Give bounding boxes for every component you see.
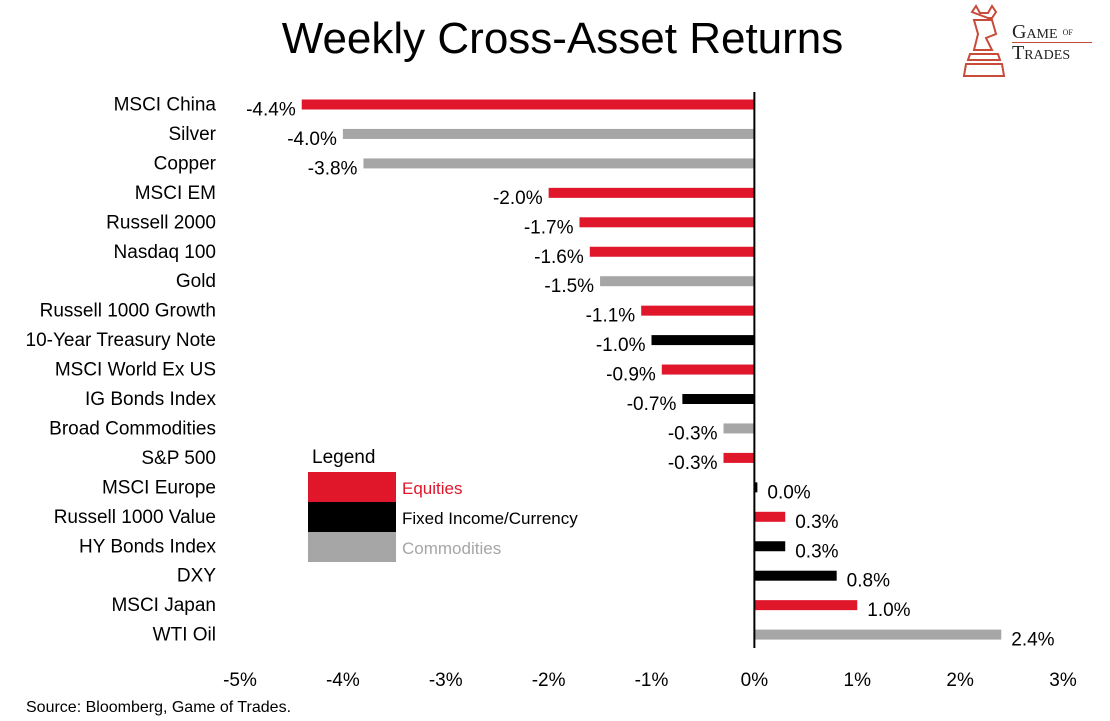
logo-line2: Trades bbox=[1012, 42, 1071, 64]
value-label-1: -4.0% bbox=[287, 129, 337, 150]
category-label-12: S&P 500 bbox=[141, 448, 216, 469]
x-tick-label-0: -5% bbox=[223, 670, 257, 691]
value-label-13: 0.0% bbox=[767, 482, 810, 503]
knight-bull-icon bbox=[962, 4, 1006, 77]
category-label-5: Nasdaq 100 bbox=[114, 242, 216, 263]
bar-0 bbox=[301, 99, 755, 110]
source-note: Source: Bloomberg, Game of Trades. bbox=[26, 699, 292, 716]
x-tick-label-4: -1% bbox=[635, 670, 669, 691]
game-of-trades-logo: Game of Trades bbox=[962, 4, 1102, 82]
category-label-9: MSCI World Ex US bbox=[55, 360, 216, 381]
value-label-3: -2.0% bbox=[493, 188, 543, 209]
category-label-6: Gold bbox=[176, 271, 216, 292]
bar-14 bbox=[754, 511, 786, 522]
value-label-0: -4.4% bbox=[246, 100, 296, 121]
legend-swatch-equities bbox=[308, 472, 396, 502]
category-label-13: MSCI Europe bbox=[102, 477, 216, 498]
category-label-1: Silver bbox=[168, 124, 216, 145]
value-label-11: -0.3% bbox=[668, 423, 718, 444]
category-label-8: 10-Year Treasury Note bbox=[26, 330, 216, 351]
value-label-6: -1.5% bbox=[544, 276, 594, 297]
bar-1 bbox=[342, 128, 755, 139]
logo-wordmark: Game of Trades bbox=[1012, 22, 1092, 63]
value-label-14: 0.3% bbox=[795, 512, 838, 533]
bar-16 bbox=[754, 570, 837, 581]
x-tick-label-7: 2% bbox=[946, 670, 974, 691]
value-label-7: -1.1% bbox=[586, 306, 636, 327]
legend-label-commodities: Commodities bbox=[402, 539, 502, 558]
bar-8 bbox=[651, 335, 755, 346]
bar-4 bbox=[579, 217, 755, 228]
legend-title: Legend bbox=[312, 447, 376, 468]
chart-title: Weekly Cross-Asset Returns bbox=[281, 14, 844, 63]
bar-18 bbox=[754, 629, 1002, 640]
bar-15 bbox=[754, 541, 786, 552]
category-label-4: Russell 2000 bbox=[106, 212, 216, 233]
bar-6 bbox=[600, 276, 755, 287]
category-label-0: MSCI China bbox=[114, 95, 217, 116]
category-label-2: Copper bbox=[154, 153, 217, 174]
bar-12 bbox=[723, 452, 755, 463]
value-label-5: -1.6% bbox=[534, 247, 584, 268]
x-tick-label-2: -3% bbox=[429, 670, 463, 691]
value-label-18: 2.4% bbox=[1011, 630, 1054, 651]
value-label-16: 0.8% bbox=[847, 571, 890, 592]
bar-13 bbox=[754, 482, 758, 493]
bar-5 bbox=[589, 246, 755, 257]
legend-label-equities: Equities bbox=[402, 479, 463, 498]
value-label-8: -1.0% bbox=[596, 335, 646, 356]
x-tick-label-1: -4% bbox=[326, 670, 360, 691]
category-label-17: MSCI Japan bbox=[111, 595, 216, 616]
bar-17 bbox=[754, 600, 858, 611]
legend-swatch-commodities bbox=[308, 532, 396, 562]
bar-10 bbox=[682, 394, 755, 404]
x-tick-label-6: 1% bbox=[844, 670, 872, 691]
bar-2 bbox=[363, 158, 755, 169]
logo-line1: Game bbox=[1012, 21, 1058, 43]
value-label-10: -0.7% bbox=[627, 394, 677, 415]
category-label-3: MSCI EM bbox=[135, 183, 216, 204]
legend-label-fixed-income: Fixed Income/Currency bbox=[402, 509, 578, 528]
bar-11 bbox=[723, 423, 755, 434]
bar-3 bbox=[548, 187, 755, 198]
logo-of: of bbox=[1062, 26, 1073, 38]
category-label-11: Broad Commodities bbox=[49, 418, 216, 439]
value-label-17: 1.0% bbox=[867, 600, 910, 621]
category-label-18: WTI Oil bbox=[153, 625, 216, 646]
bar-7 bbox=[641, 305, 755, 316]
value-label-15: 0.3% bbox=[795, 541, 838, 562]
x-tick-label-3: -2% bbox=[532, 670, 566, 691]
value-label-2: -3.8% bbox=[308, 158, 358, 179]
category-label-15: HY Bonds Index bbox=[79, 536, 216, 557]
x-tick-label-5: 0% bbox=[741, 670, 769, 691]
value-label-9: -0.9% bbox=[606, 365, 656, 386]
x-tick-label-8: 3% bbox=[1049, 670, 1077, 691]
category-label-10: IG Bonds Index bbox=[85, 389, 216, 410]
category-label-16: DXY bbox=[177, 566, 216, 587]
legend-swatch-fixed-income bbox=[308, 502, 396, 532]
category-label-7: Russell 1000 Growth bbox=[40, 301, 216, 322]
bar-9 bbox=[661, 364, 755, 375]
value-label-12: -0.3% bbox=[668, 453, 718, 474]
value-label-4: -1.7% bbox=[524, 217, 574, 238]
category-label-14: Russell 1000 Value bbox=[54, 507, 216, 528]
